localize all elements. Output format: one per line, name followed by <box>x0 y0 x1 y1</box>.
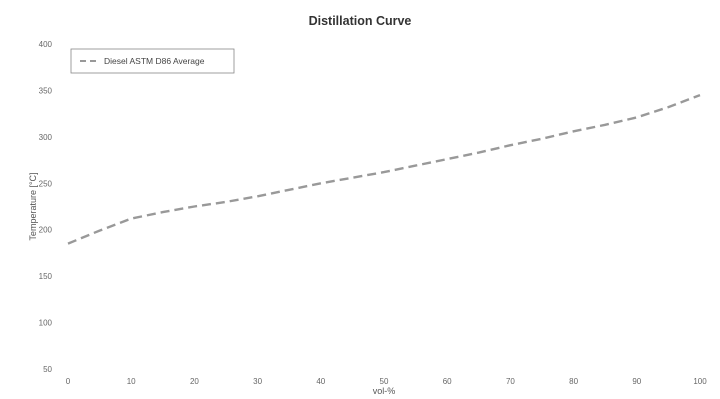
series-line <box>67 93 701 245</box>
y-tick-label: 300 <box>39 133 53 142</box>
x-tick-label: 60 <box>443 377 452 386</box>
y-tick-label: 350 <box>39 86 53 95</box>
x-tick-label: 40 <box>316 377 325 386</box>
legend-box <box>70 48 235 74</box>
x-axis-title: vol-% <box>373 386 396 396</box>
y-tick-label: 400 <box>39 40 53 49</box>
legend-label: Diesel ASTM D86 Average <box>104 56 205 66</box>
x-tick-label: 30 <box>253 377 262 386</box>
y-axis-title: Temperature [°C] <box>28 172 38 240</box>
series-layer <box>67 93 701 245</box>
x-tick-label: 20 <box>190 377 199 386</box>
chart-title: Distillation Curve <box>309 14 412 28</box>
y-tick-label: 200 <box>39 226 53 235</box>
x-tick-label: 50 <box>380 377 389 386</box>
x-tick-label: 70 <box>506 377 515 386</box>
x-tick-label: 80 <box>569 377 578 386</box>
legend: Diesel ASTM D86 Average <box>70 48 235 74</box>
x-axis-ticks: 0 10 20 30 40 50 60 70 80 90 100 <box>66 377 707 386</box>
y-tick-label: 50 <box>43 365 52 374</box>
x-tick-label: 0 <box>66 377 71 386</box>
y-tick-label: 250 <box>39 179 53 188</box>
y-tick-label: 100 <box>39 319 53 328</box>
y-axis-ticks: 50 100 150 200 250 300 350 400 <box>39 40 53 374</box>
x-tick-label: 90 <box>632 377 641 386</box>
x-tick-label: 10 <box>127 377 136 386</box>
y-tick-label: 150 <box>39 272 53 281</box>
x-tick-label: 100 <box>693 377 707 386</box>
